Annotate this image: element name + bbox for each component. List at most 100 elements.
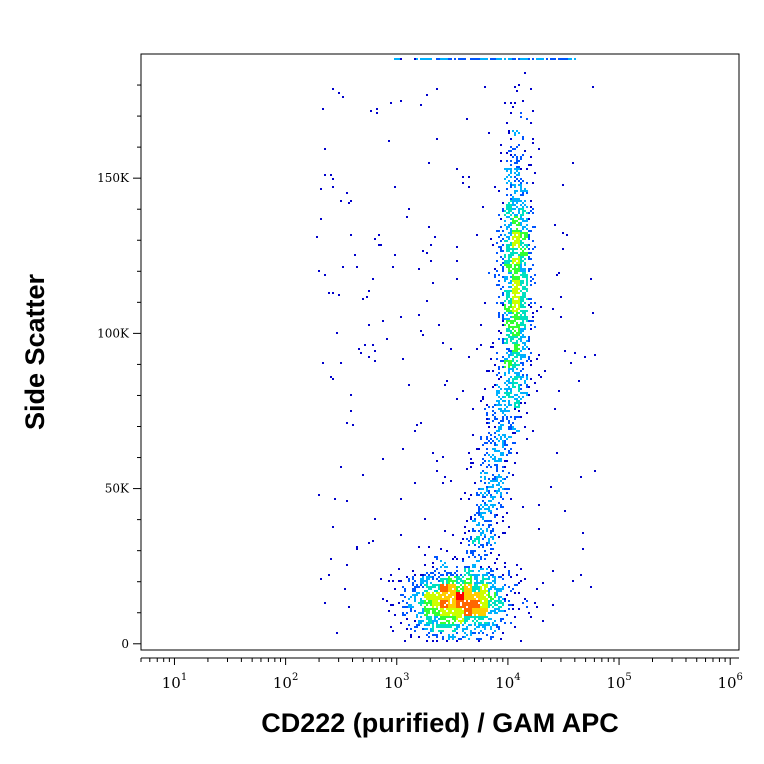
event-dot (476, 538, 478, 540)
event-dot (524, 336, 526, 338)
event-dot (506, 418, 508, 420)
event-dot (486, 594, 488, 596)
event-dot (486, 624, 488, 626)
event-dot (514, 172, 516, 174)
event-dot (484, 478, 486, 480)
event-dot (506, 416, 508, 418)
event-dot (490, 500, 492, 502)
event-dot (508, 270, 510, 272)
event-dot (426, 624, 428, 626)
event-dot (504, 304, 506, 306)
event-dot (454, 618, 456, 620)
event-dot (468, 356, 470, 358)
event-dot (506, 314, 508, 316)
event-dot (488, 582, 490, 584)
event-dot (474, 514, 476, 516)
event-dot (526, 224, 528, 226)
event-dot (430, 588, 432, 590)
event-dot (446, 624, 448, 626)
event-dot (458, 624, 460, 626)
event-dot (450, 596, 452, 598)
event-dot (424, 596, 426, 598)
event-dot (494, 612, 496, 614)
event-dot (448, 582, 450, 584)
event-dot (424, 610, 426, 612)
event-dot (520, 244, 522, 246)
event-dot (542, 582, 544, 584)
event-dot (520, 116, 522, 118)
event-dot (496, 394, 498, 396)
event-dot (440, 600, 442, 602)
event-dot (484, 454, 486, 456)
event-dot (498, 626, 500, 628)
event-dot (524, 72, 526, 74)
event-dot (430, 586, 432, 588)
event-dot (528, 164, 530, 166)
event-dot (446, 550, 448, 552)
event-dot (518, 390, 520, 392)
event-dot (464, 580, 466, 582)
event-dot (508, 366, 510, 368)
event-dot (470, 586, 472, 588)
event-dot (508, 402, 510, 404)
event-dot (520, 58, 522, 60)
event-dot (494, 478, 496, 480)
event-dot (504, 442, 506, 444)
event-dot (486, 584, 488, 586)
event-dot (516, 236, 518, 238)
event-dot (466, 520, 468, 522)
event-dot (516, 228, 518, 230)
event-dot (476, 588, 478, 590)
event-dot (330, 174, 332, 176)
event-dot (424, 554, 426, 556)
event-dot (498, 450, 500, 452)
event-dot (476, 576, 478, 578)
event-dot (500, 420, 502, 422)
event-dot (542, 620, 544, 622)
event-dot (534, 172, 536, 174)
event-dot (410, 604, 412, 606)
event-dot (522, 214, 524, 216)
event-dot (320, 218, 322, 220)
event-dot (442, 590, 444, 592)
event-dot (510, 146, 512, 148)
event-dot (436, 604, 438, 606)
event-dot (504, 264, 506, 266)
event-dot (520, 158, 522, 160)
event-dot (510, 102, 512, 104)
event-dot (512, 474, 514, 476)
event-dot (508, 586, 510, 588)
event-dot (434, 586, 436, 588)
event-dot (524, 226, 526, 228)
event-dot (532, 278, 534, 280)
event-dot (492, 632, 494, 634)
event-dot (414, 430, 416, 432)
event-dot (406, 602, 408, 604)
event-dot (504, 178, 506, 180)
event-dot (498, 440, 500, 442)
event-dot (504, 478, 506, 480)
event-dot (414, 620, 416, 622)
event-dot (488, 576, 490, 578)
event-dot (536, 310, 538, 312)
event-dot (506, 206, 508, 208)
event-dot (436, 612, 438, 614)
event-dot (490, 604, 492, 606)
event-dot (438, 618, 440, 620)
event-dot (516, 272, 518, 274)
event-dot (492, 478, 494, 480)
event-dot (510, 310, 512, 312)
event-dot (480, 436, 482, 438)
event-dot (486, 574, 488, 576)
event-dot (478, 586, 480, 588)
event-dot (514, 350, 516, 352)
event-dot (480, 480, 482, 482)
event-dot (526, 244, 528, 246)
event-dot (490, 612, 492, 614)
event-dot (526, 394, 528, 396)
event-dot (512, 332, 514, 334)
event-dot (502, 356, 504, 358)
event-dot (498, 608, 500, 610)
y-tick-label: 150K (97, 171, 130, 185)
event-dot (460, 498, 462, 500)
